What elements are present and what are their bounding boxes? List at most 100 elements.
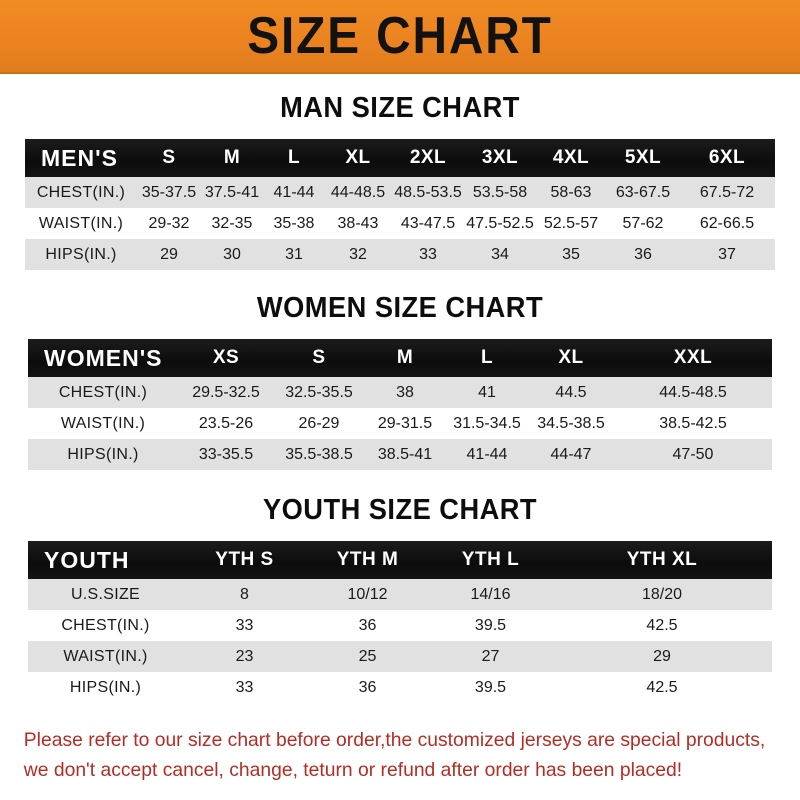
cell-value: 33 — [183, 610, 306, 641]
column-header-2xl: 2XL — [409, 147, 447, 168]
women-table-body: CHEST(IN.) 29.5-32.5 32.5-35.5 38 41 44.5 44.5… — [28, 377, 772, 470]
women-table-header-row: WOMEN'S XS S M L XL XXL — [28, 339, 772, 377]
column-header-3xl: 3XL — [481, 147, 519, 168]
column-header-s: S — [162, 147, 176, 168]
column-header-m: M — [396, 347, 414, 368]
column-header-xl: XL — [558, 347, 584, 368]
cell-value: 34 — [465, 239, 535, 270]
cell-value: 53.5-58 — [465, 177, 535, 208]
disclaimer-line-1: Please refer to our size chart before or… — [23, 729, 766, 751]
page-banner: SIZE CHART — [0, 0, 800, 74]
cell-value: 43-47.5 — [391, 208, 465, 239]
cell-value: 23 — [183, 641, 306, 672]
youth-table-header-row: YOUTH YTH S YTH M YTH L YTH XL — [28, 541, 772, 579]
cell-value: 47-50 — [614, 439, 772, 470]
cell-value: 32 — [325, 239, 391, 270]
cell-value: 35.5-38.5 — [274, 439, 364, 470]
cell-value: 36 — [306, 610, 429, 641]
cell-value: 37.5-41 — [201, 177, 263, 208]
cell-value: 39.5 — [429, 672, 552, 703]
page-title: SIZE CHART — [247, 7, 553, 65]
cell-value: 29-31.5 — [364, 408, 446, 439]
column-header-yth-xl: YTH XL — [626, 549, 698, 570]
cell-value: 31.5-34.5 — [446, 408, 528, 439]
cell-value: 44-48.5 — [325, 177, 391, 208]
disclaimer-line-2: we don't accept cancel, change, teturn o… — [23, 759, 683, 782]
row-label: CHEST(IN.) — [28, 610, 183, 641]
cell-value: 44.5 — [528, 377, 614, 408]
cell-value: 39.5 — [429, 610, 552, 641]
youth-section-title: YOUTH SIZE CHART — [262, 494, 538, 526]
cell-value: 41-44 — [446, 439, 528, 470]
cell-value: 41-44 — [263, 177, 325, 208]
youth-table-body: U.S.SIZE 8 10/12 14/16 18/20 CHEST(IN.) 33 36 39… — [28, 579, 772, 703]
cell-value: 23.5-26 — [178, 408, 274, 439]
column-header-4xl: 4XL — [552, 147, 590, 168]
column-header-5xl: 5XL — [624, 147, 662, 168]
cell-value: 36 — [607, 239, 679, 270]
youth-size-table: YOUTH YTH S YTH M YTH L YTH XL U.S.SIZE 8 10/1… — [28, 541, 772, 703]
cell-value: 30 — [201, 239, 263, 270]
cell-value: 33 — [391, 239, 465, 270]
cell-value: 32-35 — [201, 208, 263, 239]
table-row: WAIST(IN.) 23 25 27 29 — [28, 641, 772, 672]
table-row: HIPS(IN.) 33-35.5 35.5-38.5 38.5-41 41-44 44-… — [28, 439, 772, 470]
table-row: CHEST(IN.) 29.5-32.5 32.5-35.5 38 41 44.5 44.5… — [28, 377, 772, 408]
column-header-l: L — [287, 147, 301, 168]
cell-value: 35-38 — [263, 208, 325, 239]
cell-value: 52.5-57 — [535, 208, 607, 239]
table-row: HIPS(IN.) 29 30 31 32 33 34 35 36 37 — [25, 239, 775, 270]
cell-value: 29.5-32.5 — [178, 377, 274, 408]
column-header-yth-s: YTH S — [215, 549, 274, 570]
table-row: WAIST(IN.) 29-32 32-35 35-38 38-43 43-47.5 47.… — [25, 208, 775, 239]
women-section-title: WOMEN SIZE CHART — [256, 292, 544, 324]
man-section-title: MAN SIZE CHART — [280, 92, 520, 124]
cell-value: 26-29 — [274, 408, 364, 439]
youth-table-corner-label: YOUTH — [44, 546, 130, 573]
cell-value: 42.5 — [552, 672, 772, 703]
row-label: WAIST(IN.) — [25, 208, 137, 239]
cell-value: 33 — [183, 672, 306, 703]
row-label: HIPS(IN.) — [25, 239, 137, 270]
column-header-6xl: 6XL — [708, 147, 746, 168]
cell-value: 58-63 — [535, 177, 607, 208]
cell-value: 38-43 — [325, 208, 391, 239]
row-label: HIPS(IN.) — [28, 439, 178, 470]
row-label: CHEST(IN.) — [28, 377, 178, 408]
column-header-yth-l: YTH L — [461, 549, 520, 570]
order-disclaimer: Please refer to our size chart before or… — [24, 725, 776, 785]
cell-value: 62-66.5 — [679, 208, 775, 239]
row-label: CHEST(IN.) — [25, 177, 137, 208]
cell-value: 34.5-38.5 — [528, 408, 614, 439]
row-label: HIPS(IN.) — [28, 672, 183, 703]
column-header-s: S — [312, 347, 326, 368]
cell-value: 41 — [446, 377, 528, 408]
cell-value: 27 — [429, 641, 552, 672]
row-label: WAIST(IN.) — [28, 641, 183, 672]
man-size-table: MEN'S S M L XL 2XL 3XL 4XL 5XL 6XL CHEST(IN.) 35-3… — [25, 139, 775, 270]
cell-value: 44.5-48.5 — [614, 377, 772, 408]
column-header-yth-m: YTH M — [336, 549, 399, 570]
women-table-corner-label: WOMEN'S — [44, 344, 163, 371]
cell-value: 31 — [263, 239, 325, 270]
cell-value: 48.5-53.5 — [391, 177, 465, 208]
table-row: U.S.SIZE 8 10/12 14/16 18/20 — [28, 579, 772, 610]
cell-value: 37 — [679, 239, 775, 270]
cell-value: 18/20 — [552, 579, 772, 610]
cell-value: 35-37.5 — [137, 177, 201, 208]
cell-value: 44-47 — [528, 439, 614, 470]
cell-value: 42.5 — [552, 610, 772, 641]
cell-value: 35 — [535, 239, 607, 270]
cell-value: 63-67.5 — [607, 177, 679, 208]
cell-value: 47.5-52.5 — [465, 208, 535, 239]
cell-value: 10/12 — [306, 579, 429, 610]
cell-value: 36 — [306, 672, 429, 703]
column-header-xxl: XXL — [673, 347, 713, 368]
cell-value: 38.5-41 — [364, 439, 446, 470]
cell-value: 8 — [183, 579, 306, 610]
cell-value: 14/16 — [429, 579, 552, 610]
man-table-header-row: MEN'S S M L XL 2XL 3XL 4XL 5XL 6XL — [25, 139, 775, 177]
cell-value: 38.5-42.5 — [614, 408, 772, 439]
row-label: U.S.SIZE — [28, 579, 183, 610]
women-size-table: WOMEN'S XS S M L XL XXL CHEST(IN.) 29.5-32.5 32.… — [28, 339, 772, 470]
